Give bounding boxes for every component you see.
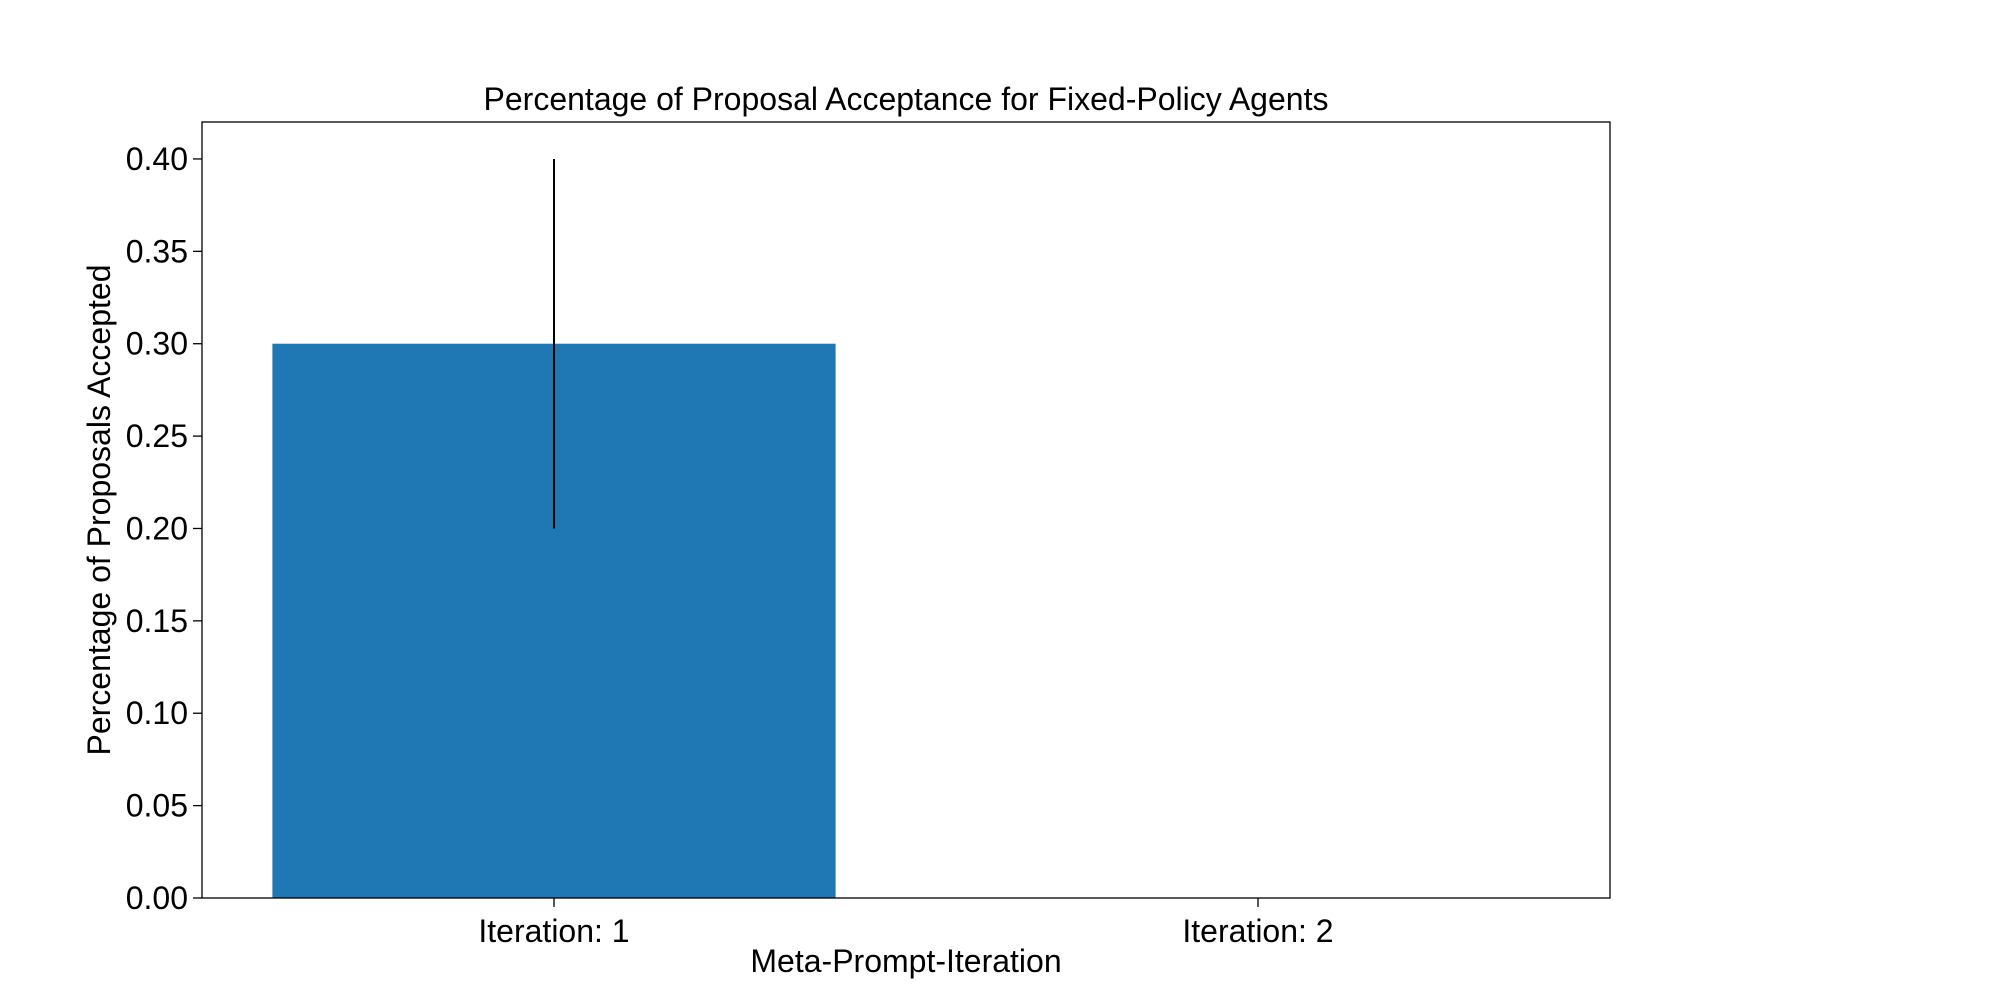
y-axis-label: Percentage of Proposals Accepted (81, 265, 117, 756)
y-tick-label: 0.40 (126, 141, 188, 177)
y-tick-label: 0.00 (126, 880, 188, 916)
x-tick-label: Iteration: 2 (1182, 913, 1333, 949)
y-tick-label: 0.10 (126, 695, 188, 731)
x-axis-ticks: Iteration: 1 Iteration: 2 (478, 898, 1334, 949)
y-axis-ticks: 0.00 0.05 0.10 0.15 0.20 0.25 0.30 0.35 0.40 (126, 141, 202, 916)
y-tick-label: 0.15 (126, 603, 188, 639)
y-tick-label: 0.25 (126, 418, 188, 454)
y-tick-label: 0.20 (126, 510, 188, 546)
y-tick-label: 0.05 (126, 788, 188, 824)
y-tick-label: 0.35 (126, 233, 188, 269)
y-tick-label: 0.30 (126, 326, 188, 362)
plot-area-frame (201, 121, 1611, 899)
x-axis-label: Meta-Prompt-Iteration (750, 943, 1061, 979)
x-tick-label: Iteration: 1 (478, 913, 629, 949)
chart-title: Percentage of Proposal Acceptance for Fi… (484, 81, 1329, 117)
